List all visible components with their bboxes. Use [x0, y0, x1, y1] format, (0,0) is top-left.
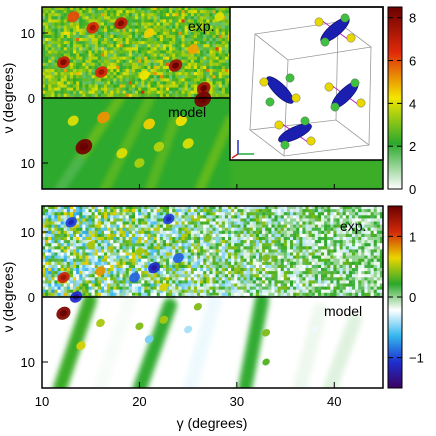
top-exp-peak: [187, 44, 199, 55]
bottom-model-peak: [76, 341, 86, 351]
bottom-model-peak: [262, 328, 271, 337]
x-tick-label: 40: [327, 394, 341, 409]
top-exp-peak: [139, 70, 150, 80]
top-colorbar-tick-label: 4: [409, 96, 416, 111]
bottom-model-peak: [159, 315, 169, 324]
top-colorbar-tick-label: 8: [409, 11, 416, 26]
top-model-label: model: [168, 104, 206, 120]
top-model-peak: [143, 118, 155, 130]
bottom-panel: exp. model 10 0 10 10 20 30 40 ν (degrees) γ …: [0, 184, 384, 431]
top-exp-peak-core: [172, 62, 179, 69]
bottom-y-tick-label: 0: [28, 290, 35, 305]
top-exp-peak-core: [89, 24, 96, 31]
bottom-model-peak-core: [59, 309, 67, 317]
molecule-3: [324, 78, 366, 112]
bottom-exp-peak-core: [165, 216, 172, 222]
bottom-y-axis-label: ν (degrees): [0, 262, 16, 333]
molecule-4: [274, 116, 316, 150]
top-model-peak-core: [79, 142, 89, 151]
axes-triad: [231, 140, 254, 159]
x-tick-label: 30: [230, 394, 244, 409]
bottom-colorbar-tick-label: −1: [409, 351, 424, 366]
bottom-exp-peak: [159, 283, 169, 292]
top-y-tick-label: 10: [21, 26, 35, 41]
top-exp-peak-core: [117, 20, 125, 27]
bottom-model-peak: [96, 318, 105, 328]
bottom-exp-peak: [135, 247, 144, 256]
top-model-peak: [182, 138, 194, 149]
top-y-axis-label: ν (degrees): [0, 63, 16, 134]
top-model-peak: [175, 115, 187, 127]
top-y-tick-label: 0: [28, 91, 35, 106]
x-tick-label: 10: [35, 394, 49, 409]
bottom-exp-peak: [129, 272, 140, 283]
top-colorbar-tick-label: 0: [409, 182, 416, 197]
bottom-exp-peak: [203, 234, 212, 243]
top-colorbar-tick-label: 6: [409, 54, 416, 69]
bottom-exp-peak-core: [60, 274, 67, 281]
bottom-model-peak: [311, 326, 319, 333]
top-panel: exp. model 10 0 10 ν (degrees): [0, 6, 384, 190]
top-exp-peak-core: [200, 85, 208, 92]
x-axis-label: γ (degrees): [177, 415, 248, 431]
bottom-exp-peak: [173, 252, 184, 264]
top-exp-peak-core: [60, 59, 67, 66]
bottom-model-peak: [135, 322, 144, 331]
top-exp-peak: [67, 11, 80, 23]
top-model-peak: [153, 141, 165, 152]
bottom-model-peak: [193, 302, 202, 311]
bottom-exp-peak: [262, 254, 271, 262]
top-model-peak: [134, 158, 145, 168]
top-exp-peak-core: [98, 69, 105, 75]
top-exp-label: exp.: [188, 18, 214, 34]
top-model-peak: [97, 111, 110, 124]
bottom-exp-peak-core: [151, 264, 158, 271]
molecule-2: [259, 73, 301, 107]
crystal-structure-inset: [229, 6, 384, 161]
x-tick-label: 20: [132, 394, 146, 409]
top-colorbar: 0 2 4 6 8: [387, 6, 416, 197]
top-exp-peak: [144, 28, 155, 38]
bottom-y-tick-label: 10: [21, 225, 35, 240]
bottom-y-tick-label: 10: [21, 355, 35, 370]
top-model-peak: [116, 148, 128, 159]
top-colorbar-tick-label: 2: [409, 139, 416, 154]
molecule-1: [314, 13, 356, 47]
top-model-peak: [67, 115, 79, 126]
bottom-colorbar-tick-label: 0: [409, 290, 416, 305]
bottom-model-peak: [262, 358, 270, 366]
bottom-colorbar-tick-label: 1: [409, 229, 416, 244]
bottom-exp-label: exp.: [340, 218, 366, 234]
bottom-model-peak: [144, 335, 154, 344]
top-exp-peak: [214, 12, 225, 22]
bottom-model-label: model: [324, 303, 362, 319]
bottom-exp-peak: [95, 266, 106, 276]
bottom-exp-peak: [86, 241, 95, 249]
bottom-model-peak: [184, 325, 193, 334]
top-y-tick-label: 10: [21, 156, 35, 171]
bottom-exp-peak-core: [68, 219, 75, 225]
bottom-colorbar: −1 0 1: [387, 205, 424, 389]
